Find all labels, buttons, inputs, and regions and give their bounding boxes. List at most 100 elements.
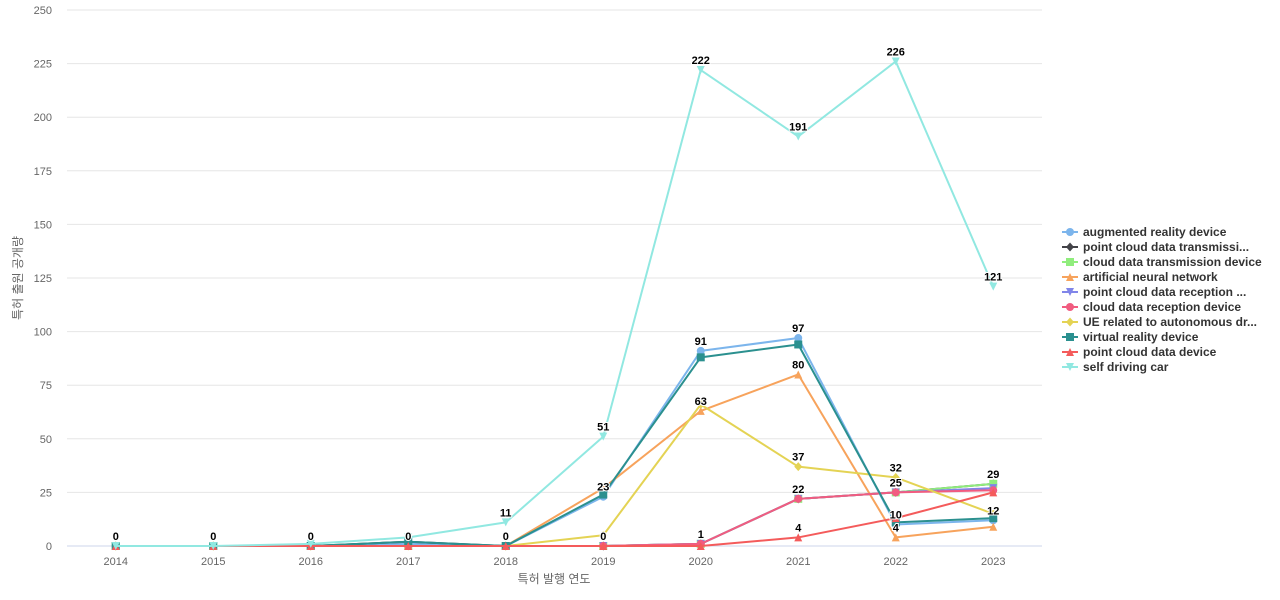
series-self-driving-car — [111, 57, 998, 550]
y-tick-label: 25 — [40, 487, 52, 499]
x-tick-label: 2023 — [981, 556, 1005, 568]
x-tick-label: 2015 — [201, 556, 225, 568]
data-point — [794, 494, 803, 503]
data-point — [599, 530, 608, 540]
data-label: 97 — [792, 323, 804, 335]
y-tick-label: 100 — [34, 327, 52, 339]
data-label: 25 — [890, 477, 902, 489]
data-label: 226 — [887, 46, 905, 58]
legend-symbol-icon — [1062, 362, 1078, 371]
legend-label: self driving car — [1083, 359, 1169, 374]
legend-marker — [1066, 242, 1074, 251]
x-tick-label: 2020 — [689, 556, 713, 568]
legend-item[interactable]: self driving car — [1062, 359, 1262, 374]
data-point — [891, 57, 900, 66]
y-axis-title: 특허 출원 공개량 — [11, 236, 25, 320]
data-point — [891, 514, 900, 523]
y-tick-label: 0 — [46, 541, 52, 553]
legend-symbol-icon — [1062, 317, 1078, 326]
data-label: 29 — [987, 469, 999, 481]
data-label: 80 — [792, 359, 804, 371]
series-cloud-data-transmission-device — [111, 479, 998, 550]
data-label: 23 — [597, 482, 609, 494]
x-tick-label: 2019 — [591, 556, 615, 568]
y-tick-label: 125 — [34, 273, 52, 285]
legend-label: point cloud data transmissi... — [1083, 239, 1250, 254]
data-point — [891, 518, 900, 527]
x-tick-label: 2018 — [494, 556, 518, 568]
legend-label: augmented reality device — [1083, 224, 1227, 239]
x-axis-title: 특허 발행 연도 — [518, 571, 591, 586]
data-point — [794, 370, 803, 379]
data-point — [599, 542, 608, 550]
x-tick-label: 2014 — [104, 556, 128, 568]
data-labels: 0 0 0 0 0 0 11 51 23 222 91 63 1 191 97 80 37 22 4 226 32 25 1… — [112, 45, 1004, 544]
data-point — [989, 479, 998, 488]
data-point — [501, 518, 510, 527]
y-axis-ticks: 0 25 50 75 100 125 150 175 200 225 250 — [34, 5, 52, 553]
legend-symbol-icon — [1062, 287, 1078, 296]
series-artificial-neural-network — [111, 370, 998, 550]
y-tick-label: 175 — [34, 166, 52, 178]
series-virtual-reality-device — [111, 340, 998, 550]
data-point — [209, 542, 218, 550]
data-point — [794, 340, 803, 349]
gridlines — [67, 9, 1042, 547]
series-line — [114, 343, 995, 547]
legend-item[interactable]: virtual reality device — [1062, 329, 1262, 344]
legend-label: point cloud data reception ... — [1083, 284, 1247, 299]
legend-symbol-icon — [1062, 347, 1078, 356]
data-label: 191 — [789, 121, 807, 133]
data-point — [696, 66, 705, 75]
data-label: 4 — [795, 522, 802, 534]
legend-symbol-icon — [1062, 227, 1078, 236]
legend-item[interactable]: augmented reality device — [1062, 224, 1262, 239]
legend-marker — [1066, 257, 1074, 266]
data-label: 0 — [210, 531, 216, 543]
data-point — [599, 432, 608, 441]
data-label: 4 — [893, 522, 900, 534]
data-point — [404, 537, 413, 546]
legend-label: point cloud data device — [1083, 344, 1217, 359]
x-tick-label: 2017 — [396, 556, 420, 568]
data-point — [696, 346, 705, 355]
data-point — [404, 533, 413, 542]
y-tick-label: 150 — [34, 219, 52, 231]
legend-item[interactable]: UE related to autonomous dr... — [1062, 314, 1262, 329]
legend-item[interactable]: point cloud data reception ... — [1062, 284, 1262, 299]
legend-item[interactable]: cloud data reception device — [1062, 299, 1262, 314]
data-point — [404, 542, 413, 550]
data-label: 0 — [405, 531, 411, 543]
legend-symbol-icon — [1062, 272, 1078, 281]
legend-symbol-icon — [1062, 242, 1078, 251]
data-point — [696, 406, 705, 415]
data-point — [794, 334, 803, 343]
data-label: 0 — [308, 531, 314, 543]
legend-marker — [1066, 272, 1074, 281]
data-point — [989, 488, 998, 497]
legend-symbol-icon — [1062, 257, 1078, 266]
x-axis-ticks: 2014 2015 2016 2017 2018 2019 2020 2021 2022 2023 — [104, 556, 1006, 568]
series-line — [114, 482, 995, 547]
legend-item[interactable]: artificial neural network — [1062, 269, 1262, 284]
series-lines — [111, 57, 998, 551]
legend-item[interactable]: point cloud data transmissi... — [1062, 239, 1262, 254]
legend-item[interactable]: point cloud data device — [1062, 344, 1262, 359]
data-label: 0 — [600, 531, 606, 543]
data-point — [891, 533, 900, 542]
x-tick-label: 2021 — [786, 556, 810, 568]
data-label: 63 — [695, 396, 707, 408]
data-label: 0 — [113, 531, 119, 543]
data-point — [111, 542, 120, 550]
legend-marker — [1066, 287, 1074, 296]
x-tick-label: 2016 — [299, 556, 323, 568]
y-tick-label: 50 — [40, 434, 52, 446]
legend-marker — [1066, 302, 1074, 311]
data-point — [794, 132, 803, 141]
legend-label: artificial neural network — [1083, 269, 1218, 284]
data-label: 222 — [692, 55, 710, 67]
data-label: 1 — [698, 529, 704, 541]
legend-item[interactable]: cloud data transmission device — [1062, 254, 1262, 269]
series-line — [114, 60, 995, 547]
